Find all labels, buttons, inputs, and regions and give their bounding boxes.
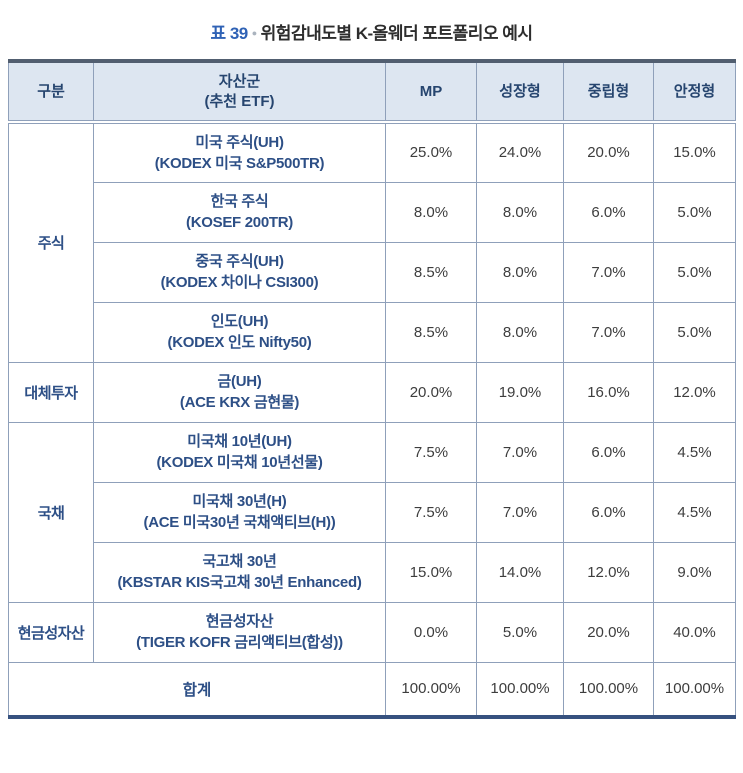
asset-name: 중국 주식(UH) — [195, 253, 284, 270]
asset-cell: 국고채 30년 (KBSTAR KIS국고채 30년 Enhanced) — [93, 541, 386, 603]
neutral-value: 12.0% — [563, 541, 654, 603]
stable-value: 5.0% — [653, 301, 736, 363]
bullet-icon: ● — [251, 28, 257, 38]
asset-name: 미국채 10년(UH) — [187, 433, 292, 450]
mp-value: 0.0% — [385, 601, 477, 663]
table-row: 한국 주식 (KOSEF 200TR) 8.0% 8.0% 6.0% 5.0% — [9, 181, 736, 243]
asset-etf: (KODEX 인도 Nifty50) — [167, 334, 312, 351]
growth-value: 19.0% — [476, 361, 564, 423]
col-header-asset-line2: (추천 ETF) — [204, 92, 275, 110]
asset-name: 한국 주식 — [210, 193, 269, 210]
total-growth-value: 100.00% — [476, 661, 564, 718]
neutral-value: 6.0% — [563, 181, 654, 243]
growth-value: 7.0% — [476, 421, 564, 483]
asset-cell: 미국채 30년(H) (ACE 미국30년 국채액티브(H)) — [93, 481, 386, 543]
stable-value: 9.0% — [653, 541, 736, 603]
neutral-value: 6.0% — [563, 421, 654, 483]
asset-etf: (KODEX 차이나 CSI300) — [160, 274, 319, 291]
asset-etf: (KOSEF 200TR) — [186, 214, 293, 231]
table-row: 현금성자산 현금성자산 (TIGER KOFR 금리액티브(합성)) 0.0% … — [8, 601, 736, 663]
col-header-mp: MP — [385, 60, 477, 124]
asset-etf: (KBSTAR KIS국고채 30년 Enhanced) — [117, 574, 362, 591]
asset-name: 현금성자산 — [205, 613, 274, 630]
mp-value: 15.0% — [385, 541, 477, 603]
neutral-value: 7.0% — [563, 241, 654, 303]
growth-value: 8.0% — [476, 181, 564, 243]
table-title: 표 39 ● 위험감내도별 K-올웨더 포트폴리오 예시 — [0, 19, 743, 44]
stable-value: 5.0% — [653, 241, 736, 303]
total-row: 합계 100.00% 100.00% 100.00% 100.00% — [8, 661, 736, 718]
mp-value: 7.5% — [385, 481, 477, 543]
mp-value: 7.5% — [385, 421, 477, 483]
growth-value: 7.0% — [476, 481, 564, 543]
col-header-stable: 안정형 — [653, 60, 736, 124]
category-cell-stocks: 주식 — [8, 121, 94, 363]
mp-value: 8.0% — [385, 181, 477, 243]
col-header-asset-line1: 자산군 — [218, 72, 261, 90]
asset-cell: 미국채 10년(UH) (KODEX 미국채 10년선물) — [93, 421, 386, 483]
growth-value: 8.0% — [476, 301, 564, 363]
neutral-value: 20.0% — [563, 121, 654, 183]
header-row: 구분 자산군 (추천 ETF) MP 성장형 중립형 안정형 — [8, 60, 736, 124]
table-number-label: 표 39 — [210, 24, 248, 43]
asset-name: 미국채 30년(H) — [192, 493, 287, 510]
growth-value: 5.0% — [476, 601, 564, 663]
asset-cell: 인도(UH) (KODEX 인도 Nifty50) — [93, 301, 386, 363]
mp-value: 25.0% — [385, 121, 477, 183]
mp-value: 8.5% — [385, 241, 477, 303]
stable-value: 4.5% — [653, 421, 736, 483]
stable-value: 12.0% — [653, 361, 736, 423]
table-row: 중국 주식(UH) (KODEX 차이나 CSI300) 8.5% 8.0% 7… — [9, 241, 736, 303]
category-cell-alternatives: 대체투자 — [8, 361, 94, 423]
table-row: 인도(UH) (KODEX 인도 Nifty50) 8.5% 8.0% 7.0%… — [9, 301, 736, 363]
table-title-text: 위험감내도별 K-올웨더 포트폴리오 예시 — [260, 24, 533, 43]
stable-value: 5.0% — [653, 181, 736, 243]
asset-cell: 한국 주식 (KOSEF 200TR) — [93, 181, 386, 243]
col-header-neutral: 중립형 — [563, 60, 654, 124]
category-cell-bonds: 국채 — [8, 421, 94, 603]
mp-value: 8.5% — [385, 301, 477, 363]
neutral-value: 7.0% — [563, 301, 654, 363]
asset-etf: (KODEX 미국채 10년선물) — [156, 454, 323, 471]
asset-cell: 미국 주식(UH) (KODEX 미국 S&P500TR) — [93, 121, 386, 183]
total-label: 합계 — [8, 661, 386, 718]
col-header-growth: 성장형 — [476, 60, 564, 124]
total-stable-value: 100.00% — [653, 661, 736, 718]
asset-name: 인도(UH) — [210, 313, 269, 330]
asset-etf: (ACE KRX 금현물) — [179, 394, 300, 411]
neutral-value: 20.0% — [563, 601, 654, 663]
asset-etf: (KODEX 미국 S&P500TR) — [154, 154, 325, 172]
asset-cell: 현금성자산 (TIGER KOFR 금리액티브(합성)) — [93, 601, 386, 663]
portfolio-table: 구분 자산군 (추천 ETF) MP 성장형 중립형 안정형 주식 미국 주식(… — [8, 59, 736, 719]
stable-value: 15.0% — [653, 121, 736, 183]
growth-value: 14.0% — [476, 541, 564, 603]
col-header-asset: 자산군 (추천 ETF) — [93, 60, 386, 124]
stable-value: 4.5% — [653, 481, 736, 543]
asset-cell: 금(UH) (ACE KRX 금현물) — [93, 361, 386, 423]
table-row: 국채 미국채 10년(UH) (KODEX 미국채 10년선물) 7.5% 7.… — [8, 421, 736, 603]
stable-value: 40.0% — [653, 601, 736, 663]
table-row: 미국채 30년(H) (ACE 미국30년 국채액티브(H)) 7.5% 7.0… — [9, 481, 736, 543]
asset-etf: (TIGER KOFR 금리액티브(합성)) — [136, 634, 343, 651]
mp-value: 20.0% — [385, 361, 477, 423]
asset-name: 미국 주식(UH) — [195, 133, 284, 151]
growth-value: 8.0% — [476, 241, 564, 303]
table-row: 주식 미국 주식(UH) (KODEX 미국 S&P500TR) 25.0% 2… — [8, 121, 736, 363]
col-header-category: 구분 — [8, 60, 94, 124]
table-row: 국고채 30년 (KBSTAR KIS국고채 30년 Enhanced) 15.… — [9, 541, 736, 603]
neutral-value: 16.0% — [563, 361, 654, 423]
asset-cell: 중국 주식(UH) (KODEX 차이나 CSI300) — [93, 241, 386, 303]
total-mp-value: 100.00% — [385, 661, 477, 718]
total-neutral-value: 100.00% — [563, 661, 654, 718]
asset-name: 국고채 30년 — [202, 553, 277, 570]
asset-name: 금(UH) — [217, 373, 262, 390]
category-cell-cash: 현금성자산 — [8, 601, 94, 663]
neutral-value: 6.0% — [563, 481, 654, 543]
growth-value: 24.0% — [476, 121, 564, 183]
asset-etf: (ACE 미국30년 국채액티브(H)) — [143, 514, 336, 531]
table-row: 대체투자 금(UH) (ACE KRX 금현물) 20.0% 19.0% 16.… — [8, 361, 736, 423]
